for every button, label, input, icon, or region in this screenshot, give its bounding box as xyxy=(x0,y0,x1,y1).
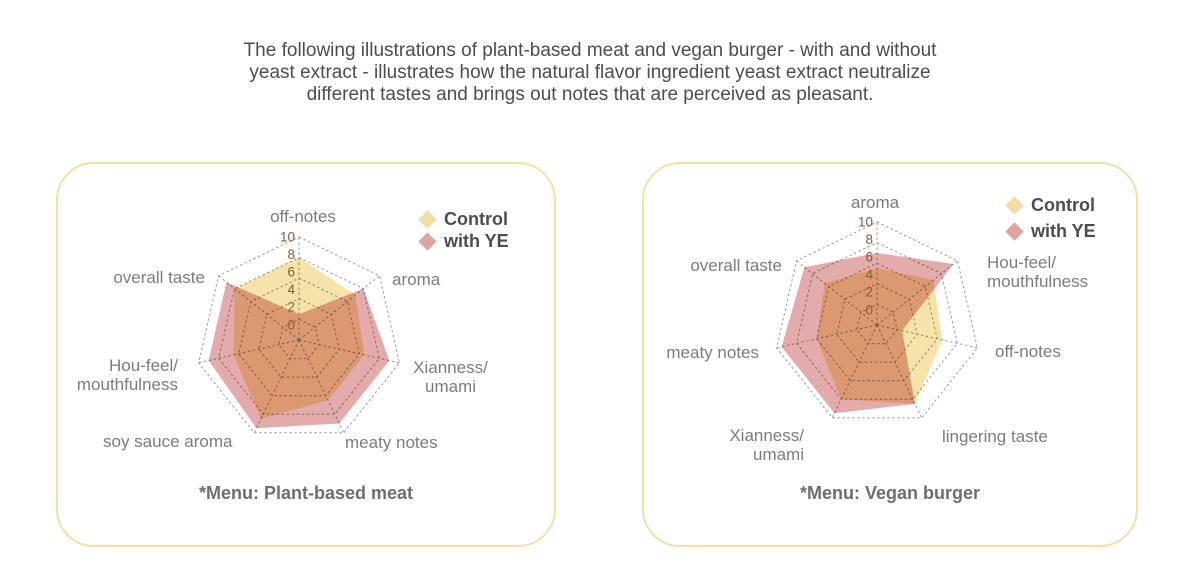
svg-text:6: 6 xyxy=(287,265,295,280)
menu-caption-plant-based-meat: *Menu: Plant-based meat xyxy=(198,483,414,503)
with-ye-diamond-icon xyxy=(418,231,437,251)
legend-label-control: Control xyxy=(444,209,508,229)
control-diamond-icon xyxy=(418,209,437,229)
with-ye-diamond-icon xyxy=(1005,221,1024,241)
svg-text:10: 10 xyxy=(280,230,295,245)
legend-label-with-ye: with YE xyxy=(444,231,509,251)
axis-label-off-notes: off-notes xyxy=(995,342,1061,361)
axis-label-meaty-notes: meaty notes xyxy=(345,433,438,452)
svg-text:10: 10 xyxy=(858,215,873,230)
menu-caption-vegan-burger: *Menu: Vegan burger xyxy=(799,483,981,503)
legend-row-control: Control xyxy=(1005,195,1095,215)
axis-label-soy-sauce-aroma: soy sauce aroma xyxy=(103,432,233,451)
axis-label-overall-taste: overall taste xyxy=(690,256,782,275)
svg-text:0: 0 xyxy=(865,302,873,317)
radar-chart-vegan-burger: 0 2 4 6 8 10 xyxy=(776,215,978,419)
svg-text:8: 8 xyxy=(865,232,873,247)
svg-text:4: 4 xyxy=(865,267,873,282)
svg-text:6: 6 xyxy=(865,250,873,265)
svg-text:4: 4 xyxy=(287,282,295,297)
control-diamond-icon xyxy=(1005,195,1024,215)
legend-label-control: Control xyxy=(1031,195,1095,215)
radar-chart-plant-based-meat: 0 2 4 6 8 10 xyxy=(198,230,400,434)
axis-label-off-notes: off-notes xyxy=(270,207,336,226)
plant-based-meat-card: 0 2 4 6 8 10 off-notes aroma Xianness/ umami … xyxy=(56,162,556,547)
svg-text:0: 0 xyxy=(287,317,295,332)
legend-row-with-ye: with YE xyxy=(1005,221,1096,241)
axis-label-lingering-taste: lingering taste xyxy=(942,427,1048,446)
vegan-burger-card: 0 2 4 6 8 10 aroma Hou-feel/ mouthfulness off… xyxy=(642,162,1138,547)
axis-label-meaty-notes: meaty notes xyxy=(666,343,759,362)
axis-label-aroma: aroma xyxy=(850,193,900,212)
legend-row-control: Control xyxy=(418,209,508,229)
axis-label-overall-taste: overall taste xyxy=(113,268,205,287)
legend-label-with-ye: with YE xyxy=(1031,221,1096,241)
axis-label-aroma: aroma xyxy=(392,270,441,289)
axis-label-xianness-umami: Xianness/ umami xyxy=(729,426,804,464)
axis-label-hou-feel-mouthfulness: Hou-feel/ mouthfulness xyxy=(76,356,178,394)
page-title: The following illustrations of plant-bas… xyxy=(243,40,937,105)
legend-row-with-ye: with YE xyxy=(418,231,509,251)
axis-label-hou-feel-mouthfulness: Hou-feel/ mouthfulness xyxy=(987,253,1089,291)
svg-text:8: 8 xyxy=(287,247,295,262)
axis-label-xianness-umami: Xianness/ umami xyxy=(413,358,488,396)
svg-text:2: 2 xyxy=(287,300,295,315)
svg-text:2: 2 xyxy=(865,285,873,300)
